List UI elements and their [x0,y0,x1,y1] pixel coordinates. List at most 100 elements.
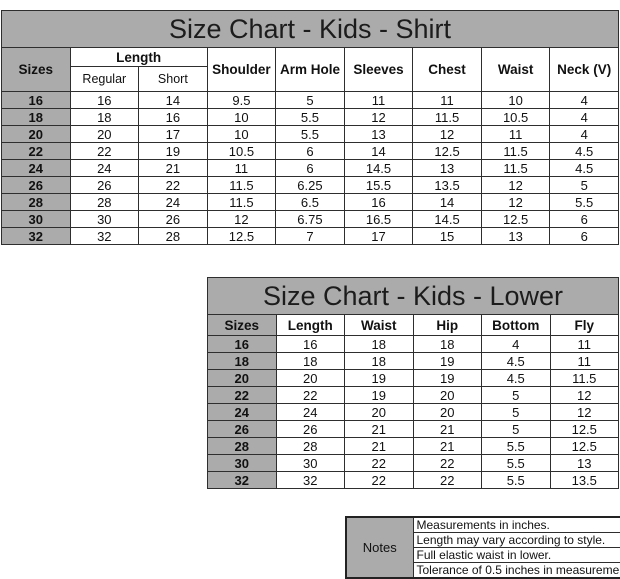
shirt-size-cell: 30 [1,210,71,228]
lower-value-cell: 5.5 [481,437,551,455]
shirt-value-cell: 22 [69,142,140,160]
lower-value-cell: 20 [412,386,482,404]
lower-value-cell: 21 [412,420,482,438]
lower-data-row: 24 24 20 20 5 12 [207,403,619,421]
shirt-data-row: 16 16 14 9.5 5 11 11 10 4 [1,91,619,109]
shirt-value-cell: 11 [343,91,414,109]
shirt-value-cell: 12 [343,108,414,126]
shirt-header-neck: Neck (V) [549,47,619,92]
lower-header-hip: Hip [412,314,482,336]
shirt-size-cell: 16 [1,91,71,109]
lower-size-cell: 24 [207,403,277,421]
lower-value-cell: 16 [275,335,345,353]
shirt-value-cell: 12.5 [412,142,482,160]
shirt-header-sizes: Sizes [1,47,71,92]
lower-header-waist: Waist [344,314,414,336]
lower-value-cell: 5.5 [481,471,551,489]
shirt-size-cell: 20 [1,125,71,143]
lower-size-cell: 20 [207,369,277,387]
shirt-value-cell: 12 [480,193,551,211]
lower-value-cell: 26 [275,420,345,438]
shirt-size-cell: 22 [1,142,71,160]
note-item-2: Length may vary according to style. [412,532,620,548]
notes-row: Length may vary according to style. [346,532,620,548]
note-item-3: Full elastic waist in lower. [412,547,620,563]
shirt-value-cell: 24 [138,193,208,211]
shirt-size-table: Size Chart - Kids - Shirt Sizes Length S… [1,10,619,245]
shirt-value-cell: 14.5 [412,210,482,228]
lower-value-cell: 5 [481,386,551,404]
lower-value-cell: 20 [412,403,482,421]
shirt-value-cell: 5.5 [275,125,345,143]
shirt-table-body: 16 16 14 9.5 5 11 11 10 4 18 18 16 10 5.5 12 11.5 10.5 4 2… [1,91,619,245]
lower-size-cell: 18 [207,352,277,370]
shirt-value-cell: 28 [69,193,140,211]
lower-data-row: 26 26 21 21 5 12.5 [207,420,619,438]
lower-data-row: 16 16 18 18 4 11 [207,335,619,353]
shirt-value-cell: 6.25 [275,176,345,194]
shirt-value-cell: 13 [412,159,482,177]
lower-value-cell: 4 [481,335,551,353]
notes-row: Notes Measurements in inches. [345,516,620,579]
note-item-1: Measurements in inches. [412,516,620,533]
lower-value-cell: 18 [344,352,414,370]
shirt-header-armhole: Arm Hole [275,47,345,92]
lower-data-row: 32 32 22 22 5.5 13.5 [207,471,619,489]
shirt-value-cell: 4.5 [549,142,619,160]
shirt-value-cell: 6 [275,159,345,177]
shirt-value-cell: 16 [69,91,140,109]
shirt-value-cell: 6.5 [275,193,345,211]
shirt-value-cell: 4 [549,108,619,126]
shirt-size-cell: 32 [1,227,71,245]
lower-value-cell: 22 [412,454,482,472]
shirt-title-row: Size Chart - Kids - Shirt [1,10,619,48]
lower-value-cell: 18 [344,335,414,353]
lower-header-fly: Fly [549,314,619,336]
lower-value-cell: 4.5 [481,369,551,387]
shirt-value-cell: 12.5 [480,210,551,228]
lower-value-cell: 11 [549,335,619,353]
shirt-value-cell: 11.5 [480,159,551,177]
shirt-value-cell: 16 [138,108,208,126]
shirt-table-title: Size Chart - Kids - Shirt [1,10,619,48]
lower-header-sizes: Sizes [207,314,277,336]
shirt-value-cell: 7 [275,227,345,245]
lower-value-cell: 20 [344,403,414,421]
lower-value-cell: 4.5 [481,352,551,370]
lower-value-cell: 22 [344,471,414,489]
lower-table-body: 16 16 18 18 4 11 18 18 18 19 4.5 11 20 20 19 19 4.5 11.5 2… [207,335,619,489]
shirt-value-cell: 13 [480,227,551,245]
lower-table-title: Size Chart - Kids - Lower [207,277,619,315]
shirt-value-cell: 5.5 [275,108,345,126]
shirt-header-shoulder: Shoulder [206,47,277,92]
shirt-header-chest: Chest [412,47,482,92]
shirt-value-cell: 5 [549,176,619,194]
lower-value-cell: 12 [549,403,619,421]
shirt-value-cell: 14 [412,193,482,211]
shirt-value-cell: 6.75 [275,210,345,228]
shirt-data-row: 26 26 22 11.5 6.25 15.5 13.5 12 5 [1,176,619,194]
lower-header-row: Sizes Length Waist Hip Bottom Fly [207,314,619,336]
lower-value-cell: 5 [481,403,551,421]
shirt-value-cell: 10.5 [206,142,277,160]
lower-size-cell: 26 [207,420,277,438]
shirt-data-row: 32 32 28 12.5 7 17 15 13 6 [1,227,619,245]
shirt-header-waist: Waist [480,47,551,92]
shirt-value-cell: 11.5 [206,193,277,211]
lower-value-cell: 30 [275,454,345,472]
shirt-size-cell: 28 [1,193,71,211]
shirt-value-cell: 11.5 [480,142,551,160]
shirt-value-cell: 21 [138,159,208,177]
lower-value-cell: 12.5 [549,420,619,438]
notes-table: Notes Measurements in inches. Length may… [345,516,620,579]
shirt-data-row: 20 20 17 10 5.5 13 12 11 4 [1,125,619,143]
shirt-value-cell: 16 [343,193,414,211]
lower-size-cell: 22 [207,386,277,404]
lower-value-cell: 19 [344,386,414,404]
shirt-value-cell: 15 [412,227,482,245]
lower-value-cell: 22 [275,386,345,404]
shirt-value-cell: 19 [138,142,208,160]
note-item-4: Tolerance of 0.5 inches in measurement [412,562,620,579]
shirt-header-short: Short [138,66,208,92]
lower-value-cell: 32 [275,471,345,489]
